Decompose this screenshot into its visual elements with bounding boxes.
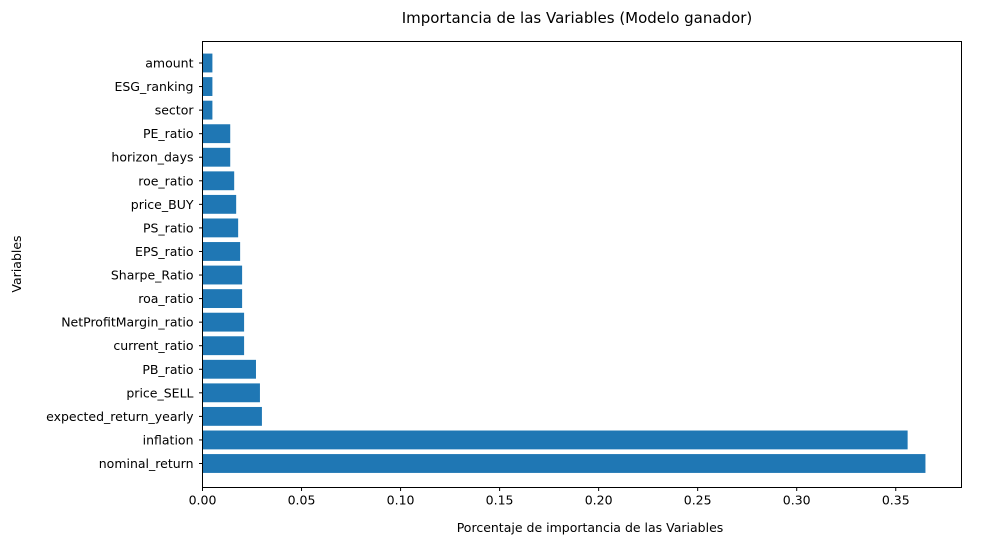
- bar-Sharpe_Ratio: [202, 265, 243, 285]
- x-tick-label: 0.35: [882, 493, 910, 508]
- bar-PB_ratio: [202, 359, 256, 379]
- bar-roe_ratio: [202, 171, 235, 191]
- y-tick-label: expected_return_yearly: [46, 409, 194, 424]
- y-tick-label: ESG_ranking: [114, 79, 193, 94]
- y-tick-label: price_BUY: [131, 197, 194, 212]
- chart-title: Importancia de las Variables (Modelo gan…: [402, 9, 753, 27]
- y-tick-label: PE_ratio: [143, 126, 194, 141]
- bar-horizon_days: [202, 147, 231, 167]
- bar-price_BUY: [202, 194, 237, 214]
- y-tick-label: NetProfitMargin_ratio: [61, 315, 193, 330]
- bar-sector: [202, 100, 213, 120]
- x-tick-label: 0.05: [288, 493, 316, 508]
- x-tick-label: 0.20: [585, 493, 613, 508]
- y-tick-label: sector: [155, 103, 195, 118]
- y-tick-label: current_ratio: [113, 338, 193, 353]
- y-tick-label: roa_ratio: [138, 291, 193, 306]
- y-axis-label: Variables: [9, 235, 24, 292]
- bar-ESG_ranking: [202, 77, 213, 96]
- bar-current_ratio: [202, 336, 245, 356]
- y-ticks-group: nominal_return inflation expected_return_y…: [46, 56, 203, 471]
- y-tick-label: EPS_ratio: [135, 244, 193, 259]
- bar-PS_ratio: [202, 218, 239, 238]
- x-tick-label: 0.10: [387, 493, 415, 508]
- bar-PE_ratio: [202, 124, 231, 144]
- y-tick-label: nominal_return: [99, 456, 194, 471]
- y-tick-label: PS_ratio: [143, 220, 194, 235]
- x-tick-label: 0.30: [783, 493, 811, 508]
- bar-amount: [202, 53, 213, 73]
- x-tick-label: 0.25: [684, 493, 712, 508]
- bar-inflation: [202, 430, 908, 450]
- y-tick-label: PB_ratio: [142, 362, 193, 377]
- plot-frame: [202, 41, 962, 488]
- bar-EPS_ratio: [202, 242, 241, 261]
- y-tick-label: amount: [145, 56, 193, 71]
- bar-nominal_return: [202, 454, 926, 473]
- y-tick-label: price_SELL: [126, 385, 193, 400]
- bar-NetProfitMargin_ratio: [202, 312, 245, 332]
- y-tick-label: horizon_days: [111, 150, 193, 165]
- x-ticks-group: 0.00 0.05 0.10 0.15 0.20 0.25 0.30 0.35: [189, 487, 910, 508]
- y-tick-label: Sharpe_Ratio: [111, 268, 194, 283]
- x-axis-label: Porcentaje de importancia de las Variabl…: [457, 520, 724, 535]
- bar-price_SELL: [202, 383, 260, 403]
- x-tick-label: 0.15: [486, 493, 514, 508]
- y-tick-label: roe_ratio: [138, 173, 193, 188]
- y-tick-label: inflation: [143, 432, 194, 447]
- x-tick-label: 0.00: [189, 493, 217, 508]
- bars-group: [202, 53, 926, 473]
- bar-roa_ratio: [202, 289, 243, 309]
- bar-expected_return_yearly: [202, 406, 262, 426]
